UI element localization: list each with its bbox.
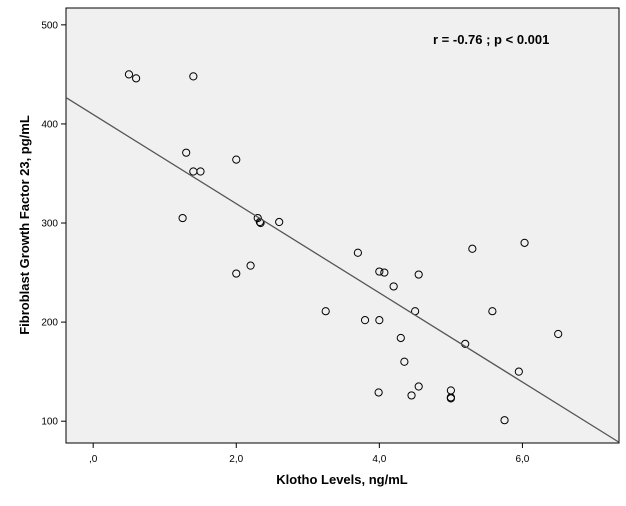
data-point bbox=[488, 307, 497, 316]
plot-area bbox=[65, 7, 620, 444]
data-point bbox=[500, 416, 509, 425]
data-point bbox=[232, 269, 241, 278]
x-axis-title: Klotho Levels, ng/mL bbox=[276, 472, 408, 487]
data-point bbox=[407, 391, 416, 400]
correlation-annotation: r = -0.76 ; p < 0.001 bbox=[433, 32, 549, 47]
data-point bbox=[353, 248, 362, 257]
data-point bbox=[396, 333, 405, 343]
y-tick-label: 300 bbox=[41, 219, 58, 230]
data-point bbox=[374, 388, 383, 397]
data-point bbox=[132, 74, 141, 83]
data-point bbox=[389, 282, 398, 291]
data-point bbox=[514, 367, 523, 376]
data-point bbox=[446, 394, 455, 403]
data-point bbox=[400, 357, 409, 366]
data-point bbox=[414, 382, 423, 391]
y-tick-label: 200 bbox=[41, 318, 58, 329]
data-point bbox=[182, 148, 191, 157]
y-tick-label: 100 bbox=[41, 417, 58, 428]
data-point bbox=[380, 268, 389, 277]
data-points bbox=[124, 70, 563, 425]
y-axis-title: Fibroblast Growth Factor 23, pg/mL bbox=[17, 115, 32, 335]
data-point bbox=[468, 244, 477, 253]
y-tick-label: 500 bbox=[41, 20, 58, 31]
axis-ticks: ,0 2,0 4,0 6,0 100 200 300 400 500 bbox=[41, 20, 529, 465]
y-tick-label: 400 bbox=[41, 119, 58, 130]
data-point bbox=[375, 267, 384, 276]
data-point bbox=[375, 316, 384, 325]
data-point bbox=[253, 213, 262, 223]
x-tick-label: ,0 bbox=[89, 454, 98, 465]
fit-line-group bbox=[65, 97, 620, 443]
regression-line bbox=[65, 97, 620, 443]
data-point bbox=[275, 217, 284, 227]
data-point bbox=[554, 329, 563, 339]
data-point bbox=[520, 238, 529, 247]
data-point bbox=[246, 261, 255, 270]
x-tick-label: 6,0 bbox=[515, 454, 529, 465]
data-point bbox=[124, 70, 134, 79]
data-point bbox=[189, 72, 198, 81]
data-point bbox=[414, 270, 423, 279]
x-tick-label: 4,0 bbox=[372, 454, 386, 465]
data-point bbox=[321, 307, 330, 316]
data-point bbox=[360, 316, 370, 325]
data-point bbox=[196, 167, 205, 176]
x-tick-label: 2,0 bbox=[229, 454, 243, 465]
data-point bbox=[178, 213, 187, 223]
data-point bbox=[232, 155, 241, 164]
